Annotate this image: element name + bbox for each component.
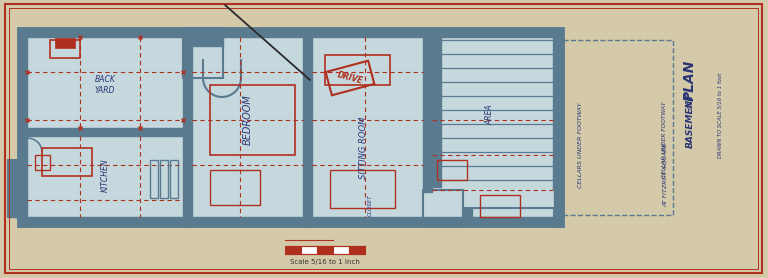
Bar <box>50 40 80 58</box>
Bar <box>210 170 260 205</box>
Bar <box>183 37 223 46</box>
Bar <box>432 37 441 187</box>
Bar <box>349 246 365 254</box>
Text: CELLARS UNDER FOOTWAY: CELLARS UNDER FOOTWAY <box>578 102 582 188</box>
Bar <box>160 160 168 198</box>
Bar <box>563 40 673 215</box>
Text: CLOSET: CLOSET <box>368 194 372 216</box>
Bar <box>437 160 467 180</box>
Bar <box>317 246 333 254</box>
Bar <box>42 148 92 176</box>
Bar <box>333 246 349 254</box>
Bar <box>423 37 432 192</box>
Bar <box>463 208 472 225</box>
Text: CELLAR UNDER FOOTWAY: CELLAR UNDER FOOTWAY <box>663 102 667 178</box>
Bar <box>18 28 27 226</box>
Bar <box>183 28 223 78</box>
Bar <box>330 170 395 208</box>
Text: BEDROOM: BEDROOM <box>243 95 253 145</box>
Bar <box>55 38 75 48</box>
Text: AREA: AREA <box>485 105 495 125</box>
Bar <box>35 155 50 170</box>
Bar <box>285 246 301 254</box>
Bar <box>210 85 295 155</box>
Bar <box>423 190 463 226</box>
Bar <box>8 160 18 217</box>
Bar <box>463 208 554 225</box>
Text: of: of <box>686 101 694 109</box>
Bar <box>480 195 520 217</box>
Bar <box>554 28 563 226</box>
Bar <box>150 160 158 198</box>
Bar <box>8 160 18 217</box>
Text: BACK
YARD: BACK YARD <box>94 75 115 95</box>
Bar <box>170 160 178 198</box>
Text: DRIVE: DRIVE <box>336 70 364 86</box>
Bar <box>183 37 192 226</box>
Text: AT FITZROY SQUARE: AT FITZROY SQUARE <box>663 143 667 207</box>
Bar <box>18 28 563 37</box>
Text: KITCHEN: KITCHEN <box>101 158 110 192</box>
Text: DRAWN TO SCALE 5/16 to 1 foot: DRAWN TO SCALE 5/16 to 1 foot <box>717 73 723 158</box>
Bar <box>18 28 563 226</box>
Bar <box>303 37 312 226</box>
Text: SITTING ROOM: SITTING ROOM <box>359 117 368 179</box>
Text: BASEMENT: BASEMENT <box>686 92 694 148</box>
Bar <box>27 128 183 136</box>
Bar <box>18 217 563 226</box>
Text: Scale 5/16 to 1 Inch: Scale 5/16 to 1 Inch <box>290 259 360 265</box>
Bar <box>301 246 317 254</box>
Bar <box>325 55 390 85</box>
Text: PLAN: PLAN <box>683 59 697 101</box>
Bar <box>553 37 562 189</box>
